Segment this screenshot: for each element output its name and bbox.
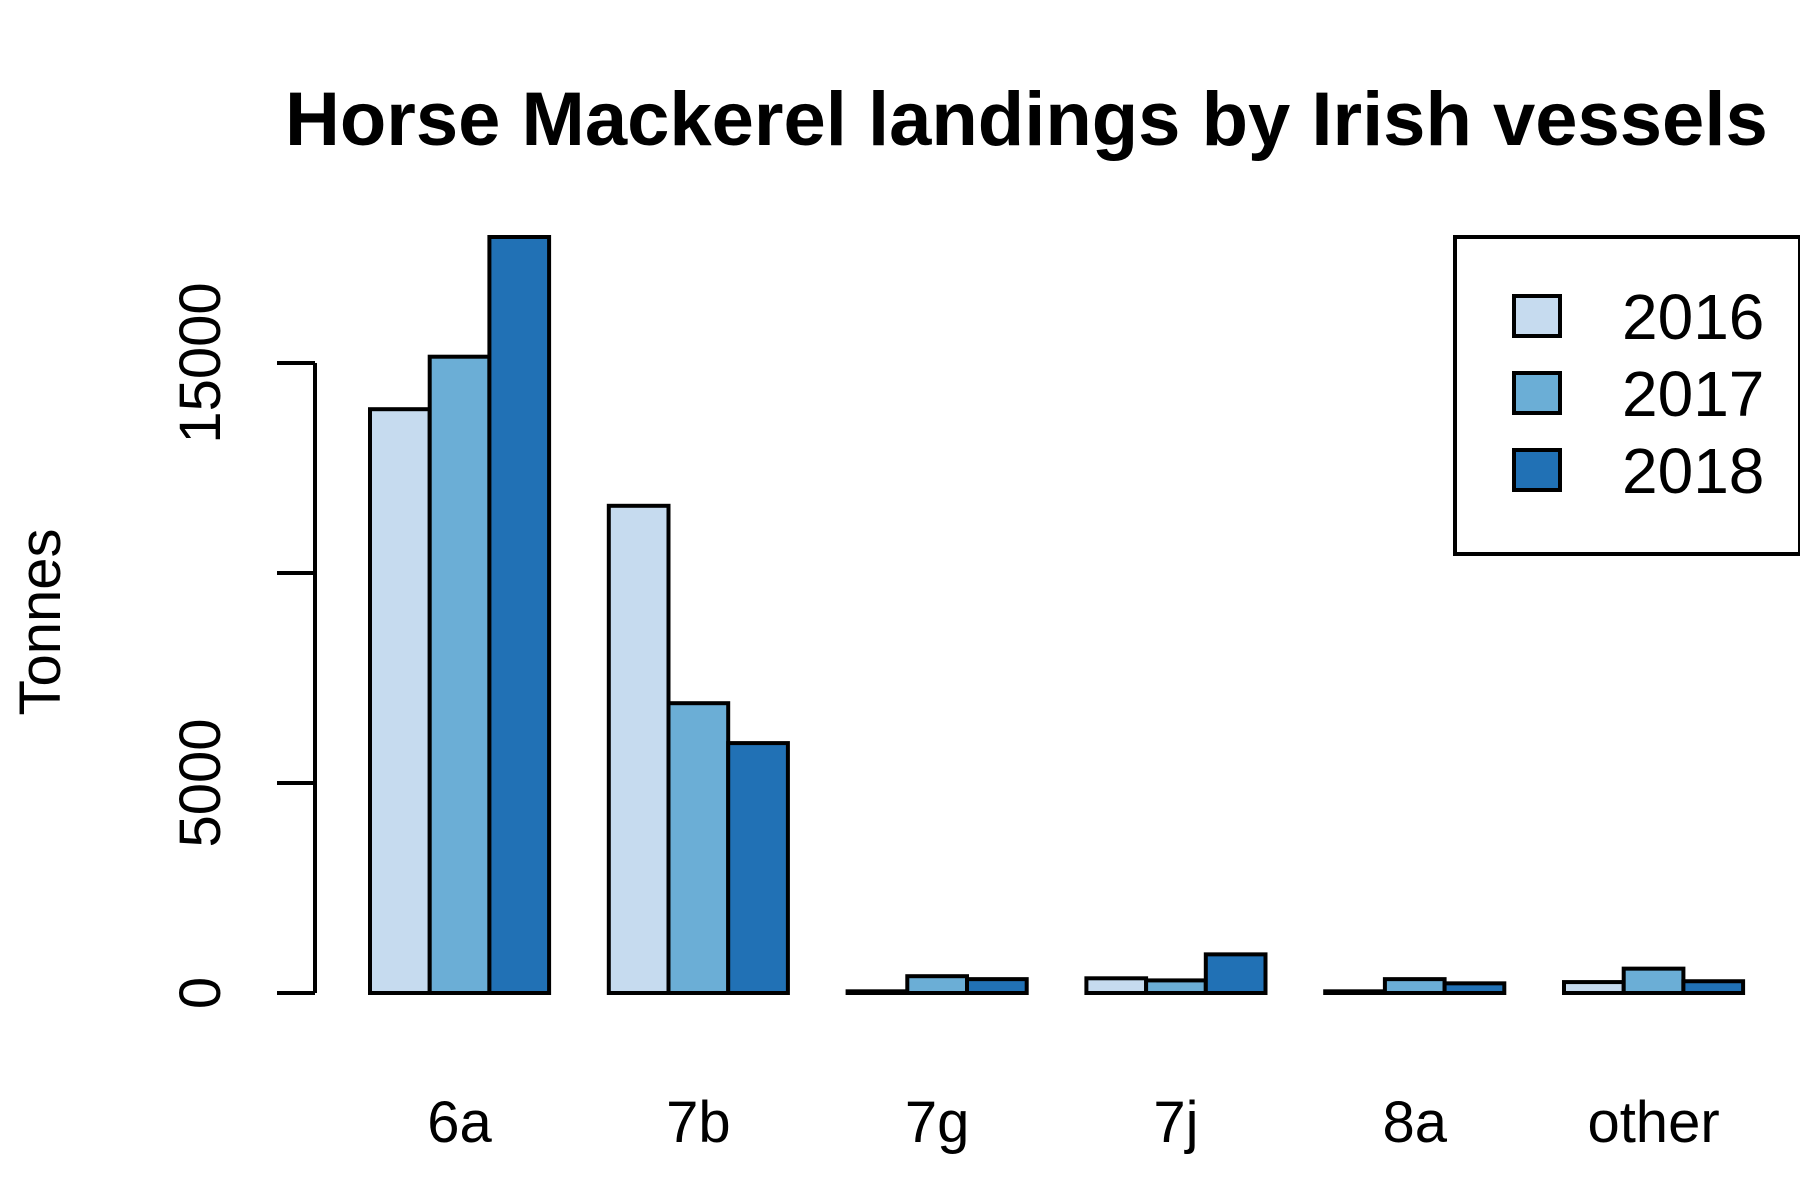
legend-swatch-2018 bbox=[1512, 448, 1562, 492]
bar-7j-2017 bbox=[1144, 978, 1208, 996]
bar-8a-2016 bbox=[1323, 989, 1387, 996]
x-tick-label: other bbox=[1587, 1090, 1719, 1155]
bar-other-2017 bbox=[1621, 966, 1686, 996]
legend-label-2017: 2017 bbox=[1622, 358, 1764, 430]
x-tick-label: 6a bbox=[427, 1090, 492, 1155]
bars-group bbox=[368, 235, 1746, 996]
bar-7j-2016 bbox=[1084, 976, 1149, 995]
bar-7j-2018 bbox=[1203, 952, 1268, 995]
bar-8a-2018 bbox=[1442, 981, 1507, 996]
legend-box bbox=[1453, 235, 1800, 556]
y-axis: 0 5000 15000 bbox=[168, 282, 317, 1009]
x-axis-tick-labels: 6a 7b 7g 7j 8a other bbox=[427, 1090, 1719, 1155]
y-axis-label: Tonnes bbox=[8, 528, 73, 715]
bar-8a-2017 bbox=[1382, 977, 1447, 996]
chart-title: Horse Mackerel landings by Irish vessels bbox=[285, 77, 1768, 162]
legend-swatch-2016 bbox=[1512, 294, 1562, 338]
bar-7g-2017 bbox=[905, 974, 969, 996]
bar-7g-2018 bbox=[965, 977, 1029, 996]
bar-6a-2016 bbox=[368, 407, 432, 995]
x-tick-label: 7j bbox=[1153, 1090, 1198, 1155]
bar-other-2016 bbox=[1562, 980, 1626, 996]
x-tick-label: 7b bbox=[666, 1090, 731, 1155]
bar-other-2018 bbox=[1681, 979, 1746, 995]
bar-7b-2017 bbox=[666, 701, 731, 995]
y-tick-label: 5000 bbox=[168, 718, 233, 847]
legend-label-2016: 2016 bbox=[1622, 281, 1764, 353]
bar-6a-2018 bbox=[487, 235, 552, 995]
bar-7b-2018 bbox=[726, 741, 790, 995]
bar-7g-2016 bbox=[845, 989, 910, 996]
bar-6a-2017 bbox=[427, 354, 492, 995]
y-tick-label: 15000 bbox=[168, 282, 233, 443]
legend-label-2018: 2018 bbox=[1622, 435, 1764, 507]
x-tick-label: 7g bbox=[905, 1090, 970, 1155]
x-tick-label: 8a bbox=[1382, 1090, 1447, 1155]
legend-swatch-2017 bbox=[1512, 371, 1562, 415]
bar-7b-2016 bbox=[606, 503, 671, 995]
y-tick-label: 0 bbox=[168, 977, 233, 1009]
